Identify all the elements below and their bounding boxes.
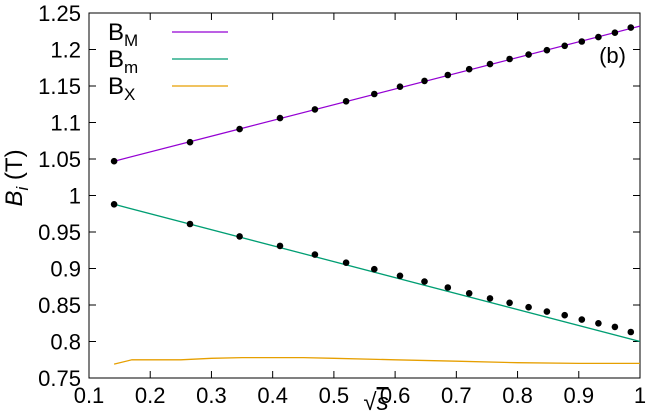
data-point-lower (627, 328, 635, 336)
data-point-lower (543, 308, 551, 315)
x-tick-label: 0.1 (74, 383, 105, 408)
x-tick-label: 0.3 (196, 383, 227, 408)
y-tick-label: 1.2 (50, 38, 81, 63)
x-axis-label: √s (363, 389, 388, 416)
y-tick-label: 1.25 (38, 1, 81, 26)
data-point-upper (371, 90, 378, 98)
data-point-lower (595, 320, 602, 327)
y-tick-label: 0.75 (38, 366, 81, 391)
legend-label-M: BM (108, 19, 138, 50)
data-point-lower (578, 316, 586, 323)
data-point-upper (543, 46, 551, 54)
y-tick-label: 0.85 (38, 293, 81, 318)
data-point-upper (444, 71, 452, 79)
data-point-lower (236, 233, 243, 240)
data-point-upper (421, 77, 428, 85)
data-point-lower (444, 284, 452, 291)
x-label-radical: √ (363, 389, 377, 416)
data-point-lower (342, 259, 350, 267)
data-point-upper (506, 55, 513, 63)
data-point-lower (186, 220, 194, 228)
y-tick-label: 1 (69, 184, 81, 209)
y-tick-label: 1.15 (38, 74, 81, 99)
data-point-upper (186, 138, 194, 146)
legend-label-sub: M (124, 31, 138, 50)
y-label-subscript: i (13, 186, 32, 191)
data-point-upper (595, 33, 602, 41)
y-tick-label: 0.8 (50, 330, 81, 355)
data-point-lower (276, 242, 284, 250)
data-point-upper (110, 157, 118, 165)
data-point-lower (421, 278, 428, 285)
x-tick-label: 0.5 (319, 383, 350, 408)
data-point-lower (486, 295, 494, 302)
y-axis-label: Bi (T) (1, 149, 32, 206)
axis-ticks: 0.1 0.2 0.3 0.4 0.5 0.6 0.7 0.8 0.9 1 0.75 0.8 0.85 0… (38, 1, 646, 408)
data-point-lower (525, 303, 532, 311)
data-point-upper (311, 106, 319, 113)
y-label-symbol: B (1, 191, 28, 207)
data-point-upper (525, 51, 532, 58)
data-point-upper (578, 38, 586, 45)
legend-label-X: BX (108, 73, 135, 104)
data-point-upper (276, 114, 284, 122)
data-point-lower (371, 265, 378, 273)
y-tick-label: 0.95 (38, 220, 81, 245)
data-point-upper (465, 65, 473, 73)
data-point-lower (506, 299, 513, 307)
data-point-lower (110, 201, 118, 208)
x-tick-label: 0.2 (135, 383, 166, 408)
data-point-upper (396, 83, 404, 90)
data-point-upper (561, 42, 568, 50)
data-point-lower (465, 290, 473, 297)
plot-border (88, 12, 641, 379)
data-point-upper (627, 24, 635, 31)
data-point-lower (311, 251, 319, 258)
legend-label-main: B (108, 19, 124, 46)
y-tick-label: 0.9 (50, 257, 81, 282)
data-point-upper (611, 29, 619, 36)
data-point-upper (342, 98, 350, 105)
series-line-m (113, 203, 641, 343)
plot-frame (88, 12, 641, 379)
legend-label-main: B (108, 73, 124, 100)
x-tick-label: 0.6 (380, 383, 411, 408)
x-tick-label: 0.9 (563, 383, 594, 408)
series-lines (113, 25, 641, 365)
x-tick-label: 1 (634, 383, 646, 408)
panel-annotation: (b) (599, 43, 626, 68)
y-tick-label: 1.1 (50, 111, 81, 136)
x-label-variable: s (377, 389, 389, 416)
legend-label-sub: X (124, 85, 135, 104)
x-tick-label: 0.4 (257, 383, 288, 408)
data-point-upper (236, 125, 243, 133)
x-tick-label: 0.7 (441, 383, 472, 408)
x-tick-label: 0.8 (502, 383, 533, 408)
data-point-lower (561, 311, 568, 319)
data-markers (110, 24, 635, 336)
y-label-unit: (T) (1, 149, 28, 186)
data-point-lower (396, 272, 404, 280)
legend-label-m: Bm (108, 46, 138, 77)
data-point-lower (611, 323, 619, 331)
y-tick-label: 1.05 (38, 147, 81, 172)
series-line-X (113, 356, 640, 365)
legend-label-main: B (108, 46, 124, 73)
legend-label-sub: m (124, 58, 138, 77)
data-point-upper (486, 60, 494, 68)
